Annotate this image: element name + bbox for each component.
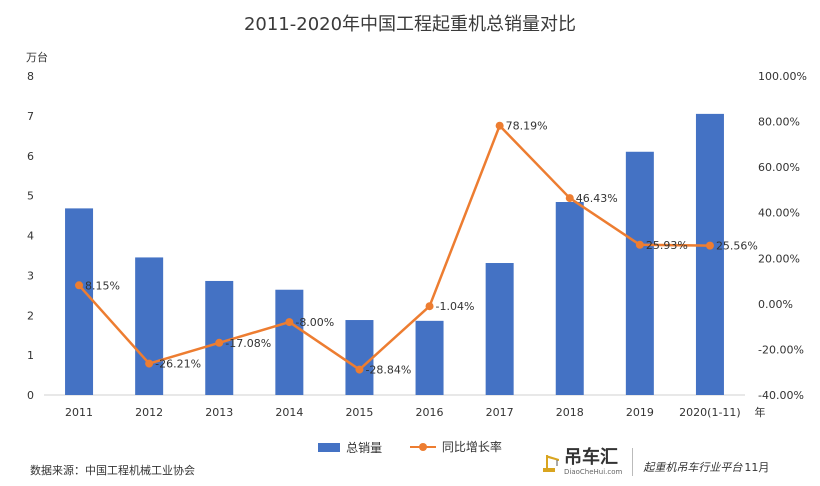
left-tick-label: 4 — [27, 230, 34, 243]
line-data-label: 46.43% — [576, 192, 618, 205]
left-tick-label: 1 — [27, 349, 34, 362]
bar — [695, 113, 724, 395]
bar — [555, 202, 584, 395]
chart-title: 2011-2020年中国工程起重机总销量对比 — [243, 14, 577, 35]
legend: 总销量 同比增长率 — [0, 438, 820, 456]
left-tick-label: 8 — [27, 70, 34, 83]
growth-rate-line — [78, 124, 710, 371]
line-series — [75, 121, 714, 374]
bar — [415, 320, 444, 395]
right-tick-label: 80.00% — [758, 116, 800, 129]
line-point — [705, 241, 714, 250]
line-data-label: 25.56% — [716, 240, 758, 253]
x-tick-label: 2018 — [556, 406, 584, 419]
x-tick-label: 2015 — [345, 406, 373, 419]
x-tick-label: 2012 — [135, 406, 163, 419]
line-point — [635, 240, 644, 249]
brand-divider — [632, 448, 634, 476]
legend-item-bar: 总销量 — [318, 439, 382, 456]
x-tick-label: 2020(1-11) — [679, 406, 741, 419]
left-tick-label: 2 — [27, 309, 34, 322]
left-axis: 万台 0 1 2 3 4 5 6 7 8 — [26, 50, 48, 402]
line-point — [145, 359, 154, 368]
x-tick-label: 2014 — [275, 406, 303, 419]
brand-url: DiaoCheHui.com — [564, 468, 623, 476]
x-tick-label: 2016 — [416, 406, 444, 419]
line-data-label: -17.08% — [225, 337, 271, 350]
line-data-label: -28.84% — [365, 364, 411, 377]
bar — [625, 151, 654, 395]
x-tick-label: 2011 — [65, 406, 93, 419]
bar-series — [65, 113, 724, 395]
left-tick-label: 6 — [27, 150, 34, 163]
legend-bar-swatch — [318, 442, 341, 452]
brand-name: 吊车汇 — [564, 447, 618, 468]
bar — [205, 280, 234, 395]
left-axis-unit: 万台 — [26, 50, 48, 64]
line-point — [355, 365, 364, 374]
right-axis: -40.00% -20.00% 0.00% 20.00% 40.00% 60.00% 80.… — [758, 70, 807, 402]
right-tick-label: 40.00% — [758, 207, 800, 220]
x-tick-label: 2019 — [626, 406, 654, 419]
right-tick-label: -40.00% — [758, 389, 804, 402]
line-point — [285, 318, 294, 327]
line-data-label: -8.00% — [295, 316, 334, 329]
line-data-labels: 8.15% -26.21% -17.08% -8.00% -28.84% -1.04% 78… — [85, 120, 758, 377]
crane-logo-icon — [540, 451, 560, 473]
line-point — [565, 194, 574, 203]
line-data-label: 25.93% — [646, 239, 688, 252]
bar — [275, 289, 304, 395]
x-axis-unit: 年 — [755, 405, 766, 419]
bar — [345, 320, 374, 395]
left-tick-label: 5 — [27, 190, 34, 203]
legend-item-line: 同比增长率 — [409, 438, 502, 455]
brand-note: 11月 — [744, 461, 770, 474]
line-point — [75, 281, 84, 290]
right-tick-label: 60.00% — [758, 161, 800, 174]
bar — [485, 263, 514, 395]
x-tick-label: 2013 — [205, 406, 233, 419]
brand-block: 吊车汇 DiaoCheHui.com 起重机吊车行业平台 11月 — [540, 448, 769, 476]
right-tick-label: -20.00% — [758, 343, 804, 356]
bar — [65, 208, 94, 395]
line-data-label: -26.21% — [155, 358, 201, 371]
line-data-label: 78.19% — [506, 120, 548, 133]
line-point — [425, 302, 434, 311]
legend-line-label: 同比增长率 — [441, 440, 502, 454]
right-tick-label: 0.00% — [758, 298, 793, 311]
left-tick-label: 0 — [27, 389, 34, 402]
line-point — [495, 121, 504, 130]
bar — [135, 257, 164, 395]
x-axis: 2011 2012 2013 2014 2015 2016 2017 2018 2019 2020… — [44, 394, 766, 419]
x-tick-label: 2017 — [486, 406, 514, 419]
right-tick-label: 100.00% — [758, 70, 807, 83]
line-point — [215, 338, 224, 347]
legend-bar-label: 总销量 — [346, 440, 383, 455]
left-tick-label: 7 — [27, 110, 34, 123]
right-tick-label: 20.00% — [758, 252, 800, 265]
left-tick-label: 3 — [27, 269, 34, 282]
line-data-label: 8.15% — [85, 279, 120, 292]
legend-line-swatch — [409, 442, 436, 452]
data-source-note: 数据来源：中国工程机械工业协会 — [30, 464, 195, 477]
brand-text: 吊车汇 DiaoCheHui.com — [564, 447, 623, 477]
brand-slogan: 起重机吊车行业平台 — [643, 461, 743, 474]
line-data-label: -1.04% — [436, 300, 475, 313]
